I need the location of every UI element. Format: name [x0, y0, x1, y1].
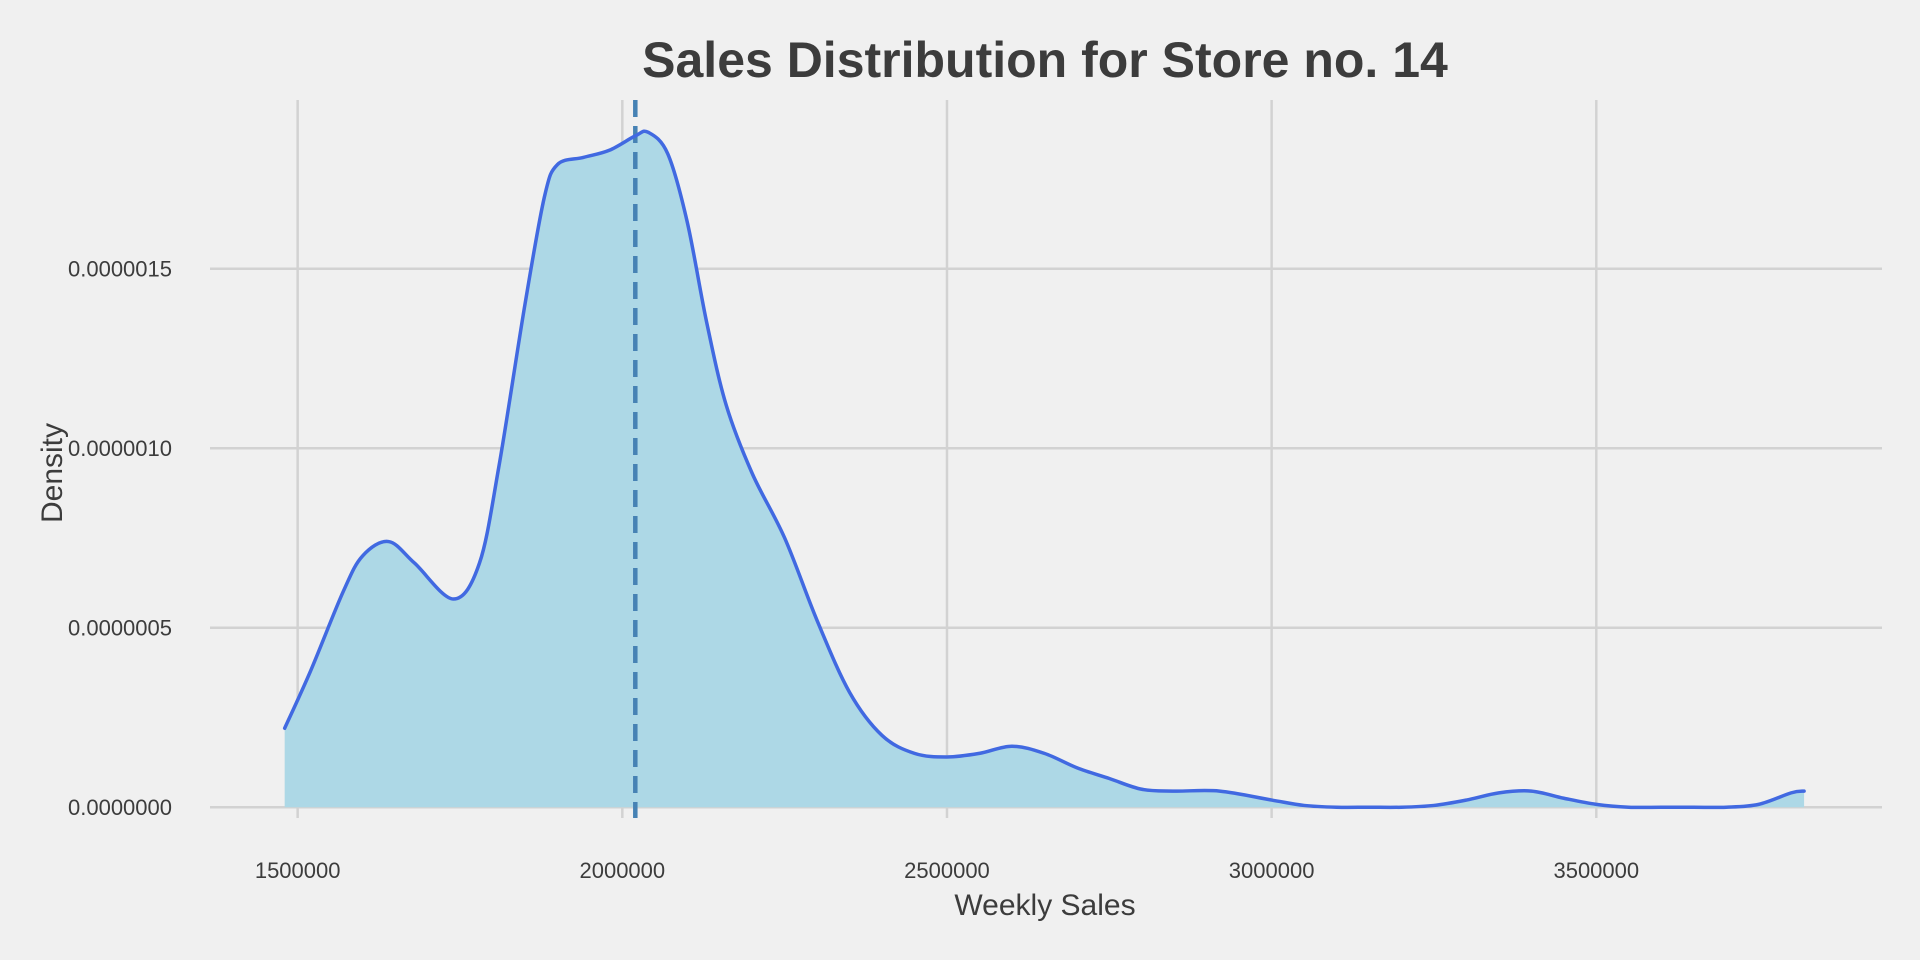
- area-layer: [282, 100, 1806, 818]
- x-tick-label: 2500000: [904, 858, 990, 883]
- y-tick-label: 0.0000010: [68, 436, 172, 461]
- y-tick-label: 0.0000005: [68, 616, 172, 641]
- density-line: [282, 129, 1806, 810]
- chart-title: Sales Distribution for Store no. 14: [642, 32, 1448, 88]
- y-axis-label: Density: [36, 423, 69, 523]
- x-tick-label: 2000000: [579, 858, 665, 883]
- x-tick-label: 3500000: [1553, 858, 1639, 883]
- density-area: [284, 131, 1805, 808]
- x-axis-label: Weekly Sales: [954, 889, 1135, 922]
- y-tick-label: 0.0000000: [68, 795, 172, 820]
- x-tick-label: 3000000: [1229, 858, 1315, 883]
- x-tick-label: 1500000: [255, 858, 341, 883]
- y-tick-label: 0.0000015: [68, 257, 172, 282]
- ticks-layer: 0.0000000 0.0000005 0.0000010 0.0000015 1500…: [68, 257, 1639, 883]
